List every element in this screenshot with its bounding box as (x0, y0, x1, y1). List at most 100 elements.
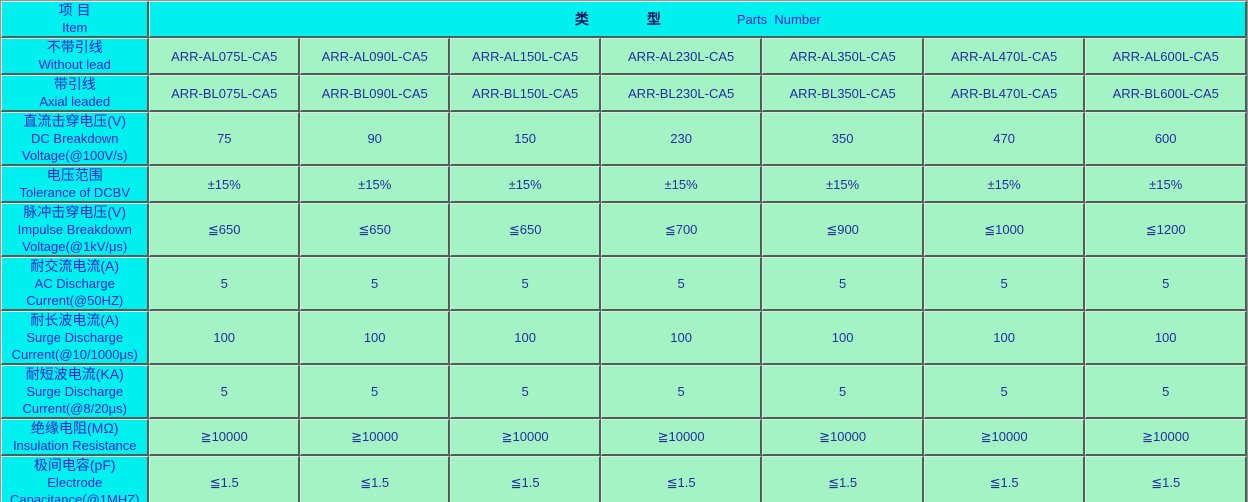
value-cell: 5 (1085, 257, 1247, 311)
row-label-surge-long-wave: 耐长波电流(A) Surge Discharge Current(@10/100… (1, 311, 150, 365)
value-cell: 5 (149, 365, 300, 419)
value-cell: 5 (450, 257, 601, 311)
value-cell: ≦900 (762, 203, 924, 257)
value-cell: ≦1.5 (450, 456, 601, 502)
item-header-cell: 项 目 Item (1, 1, 150, 38)
value-cell: ≧10000 (923, 419, 1086, 456)
row-label-dc-breakdown: 直流击穿电压(V) DC Breakdown Voltage(@100V/s) (1, 112, 150, 166)
row-label-impulse-breakdown: 脉冲击穿电压(V) Impulse Breakdown Voltage(@1kV… (1, 203, 150, 257)
value-cell: 5 (762, 365, 924, 419)
value-cell: 100 (149, 311, 300, 365)
value-cell: ≦1.5 (600, 456, 763, 502)
value-cell: ≧10000 (600, 419, 763, 456)
parts-number-label: Parts Number (736, 11, 821, 27)
row-label-zh: 绝缘电阻(MΩ) (31, 420, 119, 436)
value-cell: ≧10000 (299, 419, 451, 456)
value-cell: ≧10000 (450, 419, 601, 456)
row-label-en: Surge Discharge Current(@8/20μs) (22, 384, 127, 416)
row-label-en: Electrode Capacitance(@1MHZ) (9, 475, 140, 502)
value-cell: ≦1200 (1085, 203, 1247, 257)
item-header-en: Item (62, 20, 88, 35)
value-cell: ARR-AL600L-CA5 (1085, 38, 1247, 75)
value-cell: 5 (923, 365, 1086, 419)
value-cell: ARR-AL350L-CA5 (762, 38, 924, 75)
table-row-tolerance: 电压范围 Tolerance of DCBV ±15% ±15% ±15% ±1… (1, 166, 1247, 203)
row-label-en: Surge Discharge Current(@10/1000μs) (11, 330, 138, 362)
value-cell: 100 (299, 311, 451, 365)
value-cell: ≧10000 (149, 419, 300, 456)
value-cell: ≦700 (600, 203, 763, 257)
value-cell: 600 (1085, 112, 1247, 166)
value-cell: ARR-BL075L-CA5 (149, 75, 300, 112)
value-cell: ≦1.5 (923, 456, 1086, 502)
value-cell: 5 (600, 365, 763, 419)
row-label-en: AC Discharge Current(@50HZ) (26, 276, 124, 308)
row-label-en: Insulation Resistance (12, 438, 137, 453)
table-row-without-lead: 不带引线 Without lead ARR-AL075L-CA5 ARR-AL0… (1, 38, 1247, 75)
value-cell: ≧10000 (762, 419, 924, 456)
value-cell: 75 (149, 112, 300, 166)
value-cell: ±15% (1085, 166, 1247, 203)
value-cell: ARR-AL150L-CA5 (450, 38, 601, 75)
value-cell: ≧10000 (1085, 419, 1247, 456)
value-cell: ARR-BL230L-CA5 (600, 75, 763, 112)
value-cell: 100 (600, 311, 763, 365)
value-cell: 5 (600, 257, 763, 311)
value-cell: 100 (1085, 311, 1247, 365)
value-cell: ±15% (923, 166, 1086, 203)
value-cell: ARR-BL470L-CA5 (923, 75, 1086, 112)
table-row-electrode-capacitance: 极间电容(pF) Electrode Capacitance(@1MHZ) ≦1… (1, 456, 1247, 502)
value-cell: ARR-AL470L-CA5 (923, 38, 1086, 75)
type-zh-1: 类 (574, 11, 589, 27)
parts-number-header-cell: 类 型 Parts Number (149, 1, 1247, 38)
row-label-en: Tolerance of DCBV (19, 185, 131, 200)
value-cell: ARR-AL090L-CA5 (299, 38, 451, 75)
value-cell: 5 (1085, 365, 1247, 419)
table-row-axial-leaded: 带引线 Axial leaded ARR-BL075L-CA5 ARR-BL09… (1, 75, 1247, 112)
table-row-impulse-breakdown: 脉冲击穿电压(V) Impulse Breakdown Voltage(@1kV… (1, 203, 1247, 257)
value-cell: 230 (600, 112, 763, 166)
value-cell: 5 (149, 257, 300, 311)
value-cell: ARR-BL350L-CA5 (762, 75, 924, 112)
row-label-insulation-resistance: 绝缘电阻(MΩ) Insulation Resistance (1, 419, 150, 456)
value-cell: 5 (923, 257, 1086, 311)
value-cell: 100 (450, 311, 601, 365)
value-cell: ±15% (762, 166, 924, 203)
value-cell: ≦1.5 (762, 456, 924, 502)
value-cell: ±15% (600, 166, 763, 203)
value-cell: 470 (923, 112, 1086, 166)
row-label-without-lead: 不带引线 Without lead (1, 38, 150, 75)
row-label-en: Axial leaded (39, 94, 111, 109)
type-zh-2: 型 (646, 11, 661, 27)
row-label-zh: 脉冲击穿电压(V) (23, 204, 127, 220)
row-label-en: DC Breakdown Voltage(@100V/s) (21, 131, 128, 163)
value-cell: 5 (450, 365, 601, 419)
row-label-zh: 极间电容(pF) (33, 457, 116, 473)
table-row-dc-breakdown: 直流击穿电压(V) DC Breakdown Voltage(@100V/s) … (1, 112, 1247, 166)
value-cell: ARR-BL600L-CA5 (1085, 75, 1247, 112)
table-row-surge-short-wave: 耐短波电流(KA) Surge Discharge Current(@8/20μ… (1, 365, 1247, 419)
value-cell: ≦1000 (923, 203, 1086, 257)
row-label-surge-short-wave: 耐短波电流(KA) Surge Discharge Current(@8/20μ… (1, 365, 150, 419)
table-row-ac-discharge: 耐交流电流(A) AC Discharge Current(@50HZ) 5 5… (1, 257, 1247, 311)
table-row-surge-long-wave: 耐长波电流(A) Surge Discharge Current(@10/100… (1, 311, 1247, 365)
value-cell: ARR-AL230L-CA5 (600, 38, 763, 75)
value-cell: ≦1.5 (299, 456, 451, 502)
row-label-zh: 耐短波电流(KA) (25, 366, 124, 382)
parts-number-header: 类 型 Parts Number (152, 9, 1243, 29)
value-cell: ≦1.5 (149, 456, 300, 502)
value-cell: ≦650 (450, 203, 601, 257)
value-cell: 5 (299, 257, 451, 311)
value-cell: ≦1.5 (1085, 456, 1247, 502)
value-cell: ARR-BL090L-CA5 (299, 75, 451, 112)
row-label-zh: 直流击穿电压(V) (23, 113, 127, 129)
row-label-en: Without lead (38, 57, 111, 72)
row-label-zh: 带引线 (53, 76, 96, 92)
row-label-electrode-capacitance: 极间电容(pF) Electrode Capacitance(@1MHZ) (1, 456, 150, 502)
value-cell: 5 (762, 257, 924, 311)
row-label-zh: 不带引线 (46, 39, 103, 55)
value-cell: 350 (762, 112, 924, 166)
value-cell: ±15% (450, 166, 601, 203)
value-cell: 100 (762, 311, 924, 365)
